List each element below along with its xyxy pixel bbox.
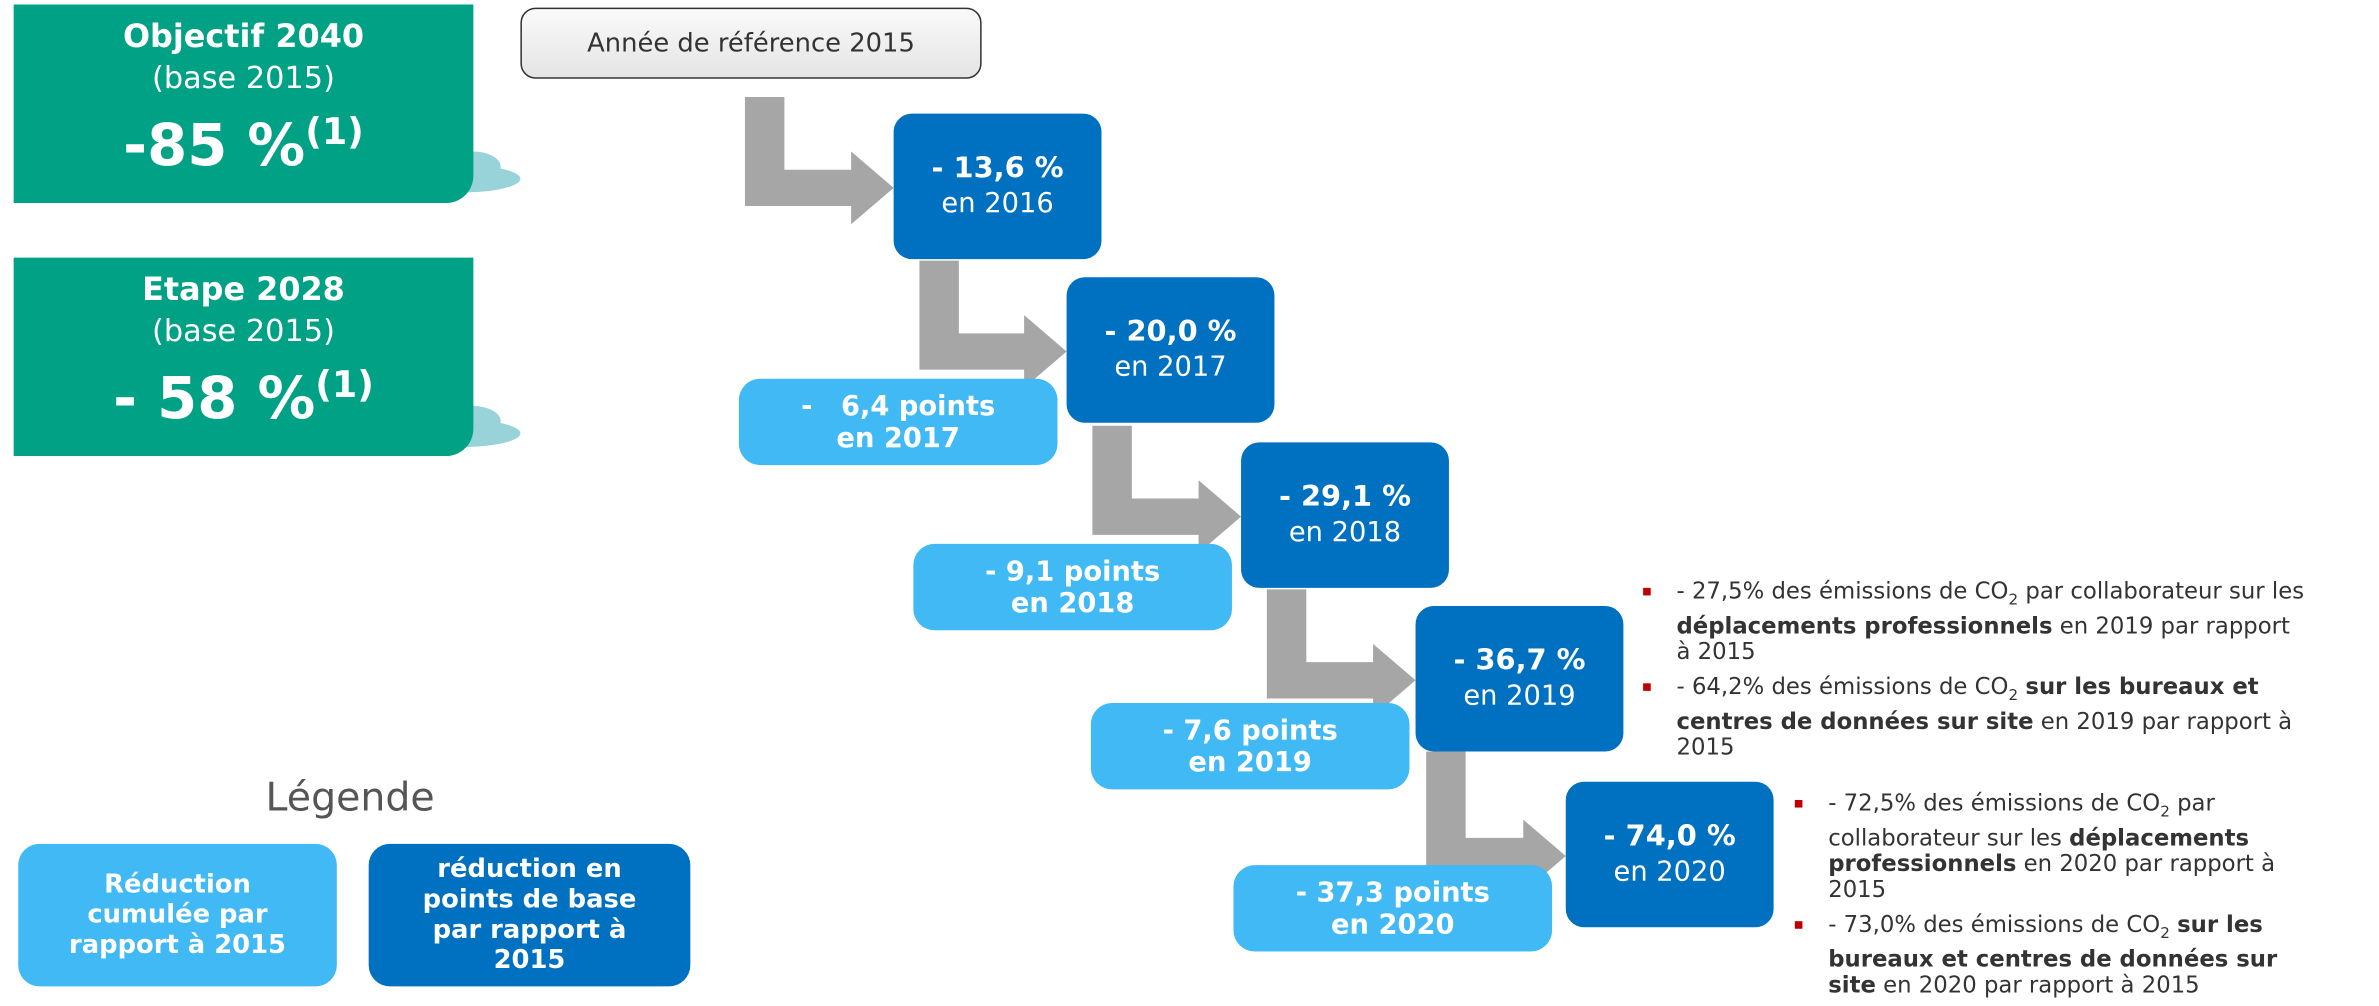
reduction-value: - 13,6 %	[931, 151, 1064, 185]
legend-line: cumulée par	[87, 899, 268, 931]
target-base: (base 2015)	[152, 312, 335, 349]
note: (1)	[315, 363, 374, 407]
target-base: (base 2015)	[152, 59, 335, 96]
points-line: - 9,1 points	[985, 555, 1161, 588]
note-text: en 2019 par rapport à 2015	[1676, 612, 2290, 666]
value: -85 %	[123, 112, 306, 179]
note-text: par collaborateur sur les	[1828, 789, 2215, 852]
arrows	[744, 96, 1566, 893]
reduction-box: - 13,6 % en 2016	[893, 113, 1102, 260]
reduction-box: - 20,0 % en 2017	[1066, 277, 1275, 423]
note-text: en 2020 par rapport à 2015	[1828, 849, 2276, 903]
points-box: - 7,6 points en 2019	[1090, 703, 1410, 790]
reduction-box: - 29,1 % en 2018	[1241, 442, 1449, 588]
note-text: par collaborateur sur les	[2018, 577, 2305, 605]
arrow	[919, 260, 1067, 388]
points-line: en 2018	[1010, 587, 1135, 619]
note-text: - 72,5% des émissions de CO	[1828, 789, 2161, 817]
note-sub: 2	[2008, 687, 2019, 705]
note-item: - 72,5% des émissions de CO2 par collabo…	[1794, 789, 2326, 903]
points-line: - 37,3 points	[1295, 876, 1490, 909]
reduction-box: - 36,7 % en 2019	[1415, 606, 1624, 752]
points-line: - 7,6 points	[1162, 714, 1338, 747]
legend-item: Réduction cumulée par rapport à 2015	[18, 843, 337, 987]
points-line: en 2017	[836, 421, 960, 454]
notes: - 72,5% des émissions de CO2 par collabo…	[1794, 789, 2326, 1006]
reduction-value: - 20,0 %	[1104, 315, 1237, 349]
note-text: - 64,2% des émissions de CO	[1676, 672, 2009, 700]
note-text: - 27,5% des émissions de CO	[1676, 577, 2009, 605]
value: - 58 %	[113, 365, 316, 432]
legend-line: Réduction	[104, 869, 251, 900]
reference-box: Année de référence 2015	[520, 7, 982, 79]
reduction-year: en 2020	[1613, 856, 1726, 888]
note-list: - 27,5% des émissions de CO2 par collabo…	[1643, 577, 2311, 761]
legend-title: Légende	[265, 775, 435, 822]
note-bold: déplacements professionnels	[1676, 612, 2053, 640]
points-box: - 6,4 points en 2017	[738, 378, 1058, 466]
legend-line: points de base	[422, 884, 637, 916]
note-sub: 2	[2160, 804, 2170, 822]
note-item: - 27,5% des émissions de CO2 par collabo…	[1643, 577, 2311, 666]
reduction-value: - 29,1 %	[1278, 480, 1412, 514]
reduction-year: en 2016	[941, 187, 1054, 220]
note-text	[2170, 911, 2177, 938]
note-sub: 2	[2008, 592, 2019, 610]
arrow	[1266, 589, 1416, 717]
note-item: - 73,0% des émissions de CO2 sur les bur…	[1794, 910, 2326, 999]
target-title: Etape 2028	[142, 271, 345, 308]
legend-line: 2015	[493, 945, 566, 976]
arrow	[1426, 751, 1566, 893]
note-text: en 2020 par rapport à 2015	[1875, 971, 2200, 999]
target-box: Objectif 2040 (base 2015) -85 %(1)	[13, 4, 474, 204]
legend-line: par rapport à	[432, 915, 627, 946]
note-bold: sur les bureaux et centres de données su…	[1676, 672, 2259, 735]
points-line: en 2020	[1331, 908, 1455, 941]
notes: - 27,5% des émissions de CO2 par collabo…	[1643, 577, 2311, 770]
reduction-value: - 74,0 %	[1603, 819, 1736, 854]
arrow	[744, 96, 894, 225]
note-item: - 64,2% des émissions de CO2 sur les bur…	[1643, 672, 2311, 761]
points-box: - 9,1 points en 2018	[913, 543, 1232, 631]
target-value: - 58 %(1)	[14, 350, 474, 433]
points-line: en 2019	[1188, 746, 1312, 779]
note-text: - 73,0% des émissions de CO	[1828, 910, 2161, 938]
target-value: -85 %(1)	[14, 97, 474, 180]
note-list: - 72,5% des émissions de CO2 par collabo…	[1794, 789, 2326, 999]
reduction-year: en 2017	[1114, 351, 1227, 384]
note-sub: 2	[2160, 925, 2170, 943]
note-bold: déplacements professionnels	[1828, 824, 2250, 878]
reduction-year: en 2019	[1463, 680, 1576, 713]
target-title: Objectif 2040	[122, 18, 365, 55]
reduction-value: - 36,7 %	[1453, 643, 1586, 678]
note-text	[2018, 673, 2025, 700]
note: (1)	[305, 110, 364, 154]
arrow	[1092, 425, 1242, 554]
legend-line: réduction en	[437, 854, 622, 885]
note-bold: sur les bureaux et centres de données su…	[1828, 910, 2278, 999]
note-text: en 2019 par rapport à 2015	[1676, 707, 2293, 761]
reduction-year: en 2018	[1288, 516, 1402, 549]
points-line: - 6,4 points	[801, 390, 996, 422]
points-box: - 37,3 points en 2020	[1233, 865, 1553, 952]
legend-line: rapport à 2015	[69, 930, 286, 961]
target-box: Etape 2028 (base 2015) - 58 %(1)	[13, 257, 474, 457]
reduction-box: - 74,0 % en 2020	[1565, 781, 1774, 928]
